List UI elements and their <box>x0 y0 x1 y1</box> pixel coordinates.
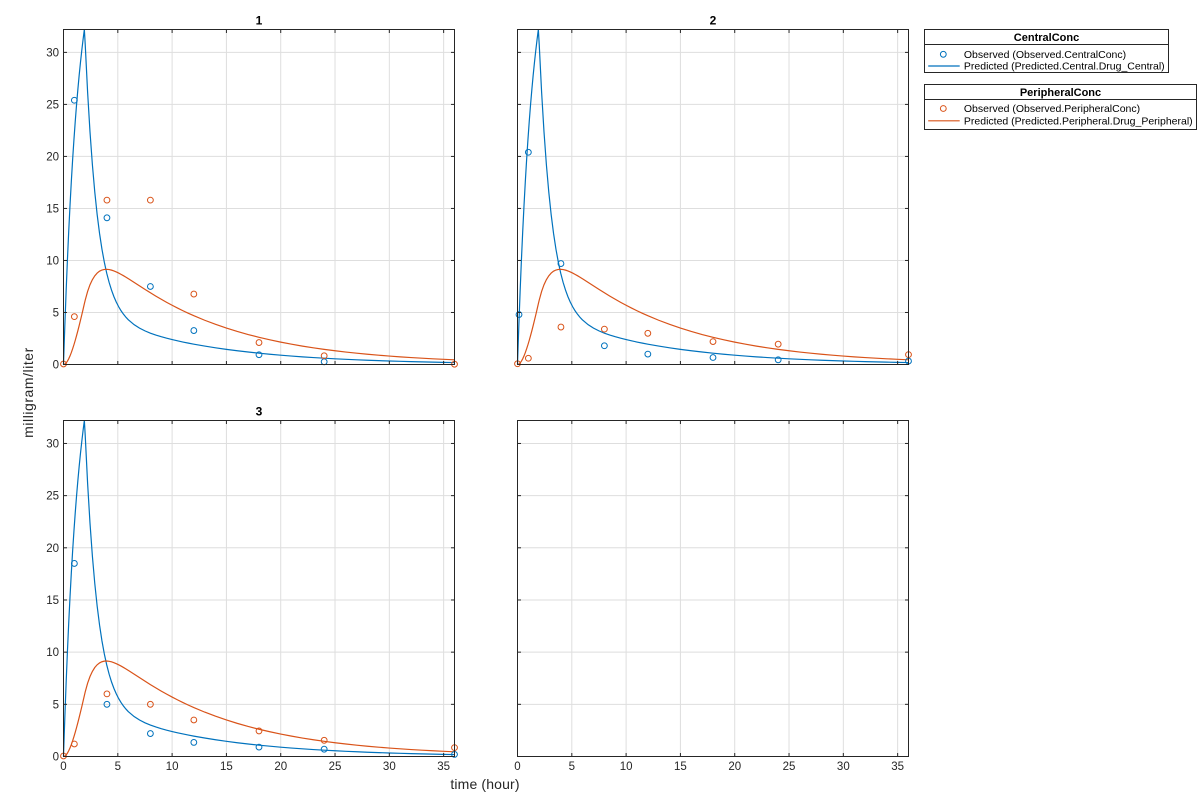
svg-text:Predicted (Predicted.Periphera: Predicted (Predicted.Peripheral.Drug_Per… <box>964 115 1193 127</box>
svg-text:15: 15 <box>220 761 233 773</box>
svg-text:0: 0 <box>514 761 520 773</box>
svg-text:25: 25 <box>783 761 796 773</box>
svg-text:2: 2 <box>710 13 717 27</box>
svg-text:10: 10 <box>620 761 633 773</box>
svg-text:1: 1 <box>256 13 263 27</box>
svg-text:15: 15 <box>674 761 687 773</box>
svg-text:25: 25 <box>46 491 59 503</box>
svg-text:Observed (Observed.PeripheralC: Observed (Observed.PeripheralConc) <box>964 103 1140 115</box>
svg-text:25: 25 <box>329 761 342 773</box>
svg-text:0: 0 <box>53 360 59 372</box>
svg-text:20: 20 <box>46 543 59 555</box>
svg-text:10: 10 <box>46 647 59 659</box>
svg-text:10: 10 <box>166 761 179 773</box>
svg-text:20: 20 <box>274 761 287 773</box>
svg-text:5: 5 <box>53 699 59 711</box>
svg-text:milligram/liter: milligram/liter <box>20 347 36 438</box>
svg-text:3: 3 <box>256 404 263 418</box>
svg-text:30: 30 <box>837 761 850 773</box>
svg-text:CentralConc: CentralConc <box>1014 32 1079 44</box>
svg-text:PeripheralConc: PeripheralConc <box>1020 87 1101 99</box>
svg-text:10: 10 <box>46 255 59 267</box>
svg-text:time (hour): time (hour) <box>450 776 519 792</box>
svg-text:Predicted (Predicted.Central.D: Predicted (Predicted.Central.Drug_Centra… <box>964 61 1165 73</box>
svg-text:15: 15 <box>46 203 59 215</box>
svg-text:35: 35 <box>437 761 450 773</box>
svg-text:20: 20 <box>46 151 59 163</box>
svg-text:5: 5 <box>115 761 121 773</box>
svg-text:0: 0 <box>60 761 66 773</box>
svg-text:15: 15 <box>46 595 59 607</box>
svg-text:5: 5 <box>569 761 575 773</box>
svg-text:35: 35 <box>891 761 904 773</box>
svg-text:Observed (Observed.CentralConc: Observed (Observed.CentralConc) <box>964 49 1126 61</box>
svg-text:30: 30 <box>383 761 396 773</box>
svg-text:30: 30 <box>46 47 59 59</box>
svg-text:0: 0 <box>53 752 59 764</box>
svg-text:30: 30 <box>46 438 59 450</box>
svg-text:20: 20 <box>728 761 741 773</box>
svg-text:5: 5 <box>53 307 59 319</box>
svg-text:25: 25 <box>46 99 59 111</box>
